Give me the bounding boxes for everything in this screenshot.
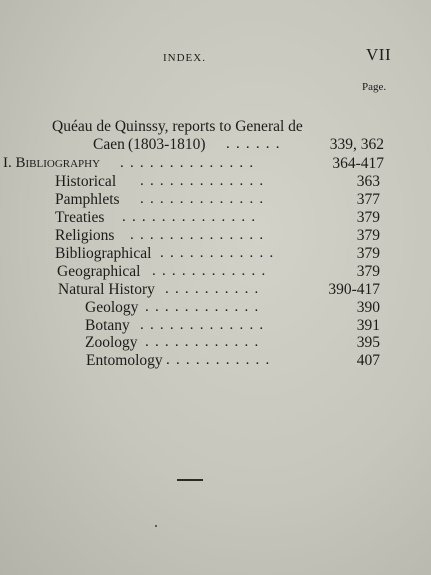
leader-dots: ............ — [145, 334, 265, 350]
section-rule — [177, 479, 203, 481]
page-number: 395 — [356, 334, 380, 351]
page-number: 379 — [356, 263, 380, 280]
page-number: 379 — [356, 227, 380, 244]
index-entry-queau-line1: Quéau de Quinssy, reports to General de — [52, 118, 303, 135]
leader-dots: .............. — [130, 227, 270, 243]
leader-dots: ...... — [226, 136, 286, 152]
index-entry-bibliography: I. Bibliography — [3, 155, 101, 171]
index-entry-queau-line2b: (1803-1810) — [128, 136, 206, 153]
leader-dots: .............. — [120, 155, 260, 171]
index-entry-religions: Religions — [55, 227, 115, 244]
leader-dots: .............. — [122, 209, 262, 225]
leader-dots: ............. — [140, 191, 270, 207]
paper-speck — [155, 525, 157, 527]
page-number: 391 — [356, 317, 380, 334]
leader-dots: ........... — [166, 352, 276, 368]
page-column-label: Page. — [362, 81, 387, 93]
leader-dots: ............. — [140, 317, 270, 333]
index-entry-geographical: Geographical — [57, 263, 141, 280]
page-number: 377 — [356, 191, 380, 208]
leader-dots: ............ — [160, 245, 280, 261]
index-entry-entomology: Entomology — [86, 352, 163, 369]
leader-dots: ............ — [152, 263, 272, 279]
index-entry-bibliographical: Bibliographical — [55, 245, 152, 262]
leader-dots: .......... — [165, 281, 265, 297]
page-number: 379 — [356, 245, 380, 262]
index-entry-treaties: Treaties — [55, 209, 105, 226]
running-head-index: INDEX. — [163, 52, 206, 64]
page-number: 364-417 — [332, 155, 384, 172]
index-entry-geology: Geology — [85, 299, 139, 316]
page-number: 339, 362 — [329, 136, 384, 153]
index-entry-zoology: Zoology — [85, 334, 138, 351]
page-number: 390-417 — [328, 281, 380, 298]
leader-dots: ............. — [140, 173, 270, 189]
page-number: 390 — [356, 299, 380, 316]
page-folio: VII — [366, 45, 392, 64]
index-entry-natural-history: Natural History — [58, 281, 155, 298]
leader-dots: ............ — [145, 299, 265, 315]
index-entry-botany: Botany — [85, 317, 130, 334]
page-number: 379 — [356, 209, 380, 226]
page-number: 407 — [356, 352, 380, 369]
index-entry-pamphlets: Pamphlets — [55, 191, 120, 208]
index-entry-queau-line2a: Caen — [93, 136, 125, 153]
page-number: 363 — [356, 173, 380, 190]
index-entry-historical: Historical — [55, 173, 117, 190]
